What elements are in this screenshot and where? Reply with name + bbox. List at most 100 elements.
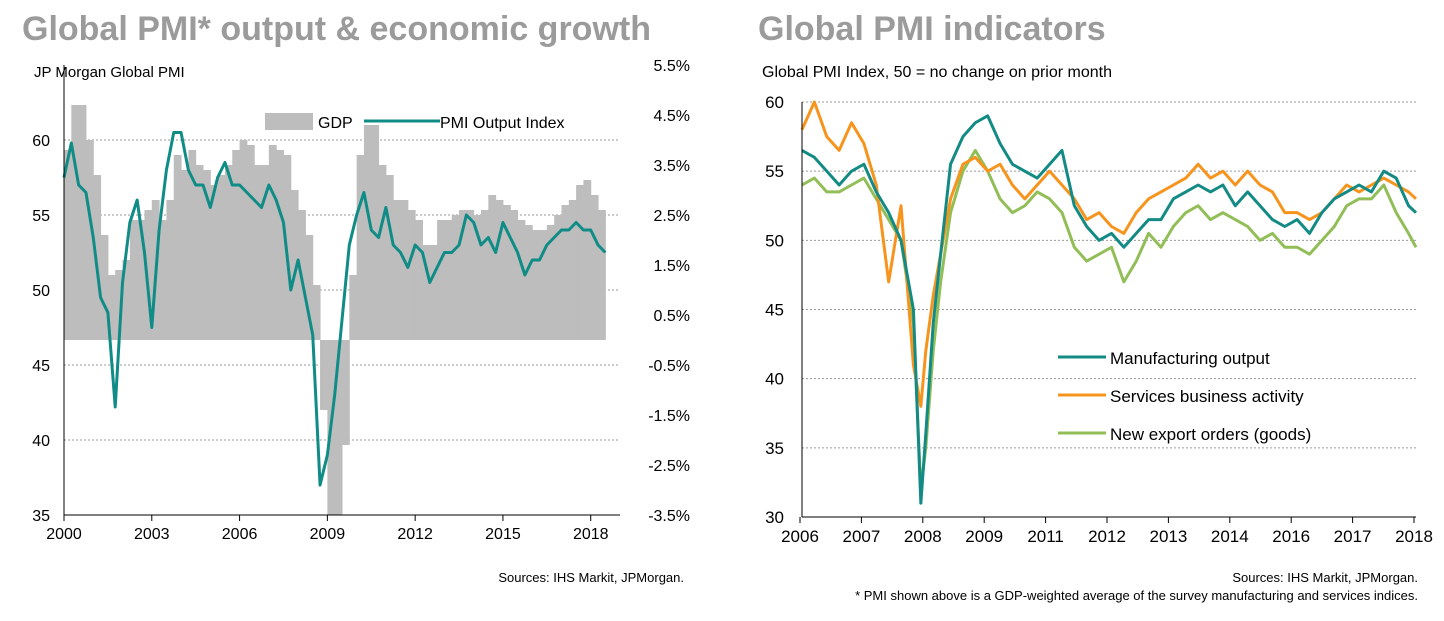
right-chart-title: Global PMI indicators <box>758 10 1106 48</box>
left-legend: GDP PMI Output Index <box>265 113 565 132</box>
right-x-tick-label: 2012 <box>1088 527 1126 546</box>
gdp-bar <box>363 125 372 340</box>
gdp-bar <box>239 140 248 340</box>
right-x-tick-label: 2006 <box>781 527 819 546</box>
gdp-bar <box>561 205 570 340</box>
gdp-bar <box>210 185 219 340</box>
right-y-tick-label: 45 <box>765 301 784 320</box>
gdp-bars <box>64 105 606 515</box>
gdp-bar <box>400 200 409 340</box>
pmi-output-series <box>62 131 607 487</box>
right-x-tick-label: 2018 <box>1395 527 1433 546</box>
right-y-tick-label: -2.5% <box>648 458 690 475</box>
gdp-bar <box>488 195 497 340</box>
gdp-bar <box>510 210 519 340</box>
gdp-bar <box>378 165 387 340</box>
left-x-tick-label: 2003 <box>134 526 170 543</box>
legend-pmi-label: PMI Output Index <box>440 115 565 132</box>
gdp-bar <box>429 245 438 340</box>
right-y-tick-label: 30 <box>765 508 784 527</box>
right-y-tick-label: 50 <box>765 231 784 250</box>
right-x-tick-label: 2011 <box>1027 527 1064 546</box>
left-y-tick-label: 50 <box>32 283 50 300</box>
left-y-tick-label: 60 <box>32 133 50 150</box>
left-chart: 35 40 45 50 55 60 -3.5% -2.5% -1.5% -0.5% 0.5% 1.5… <box>32 58 690 543</box>
gdp-bar <box>305 235 314 340</box>
pmi-output-line <box>62 131 607 487</box>
right-y-tick-label: -1.5% <box>648 408 690 425</box>
gdp-bar <box>539 230 548 340</box>
gdp-bar <box>203 170 211 340</box>
gdp-bar <box>290 190 299 340</box>
left-source: Sources: IHS Markit, JPMorgan. <box>498 570 684 585</box>
gdp-bar <box>495 200 504 340</box>
gdp-bar <box>444 220 453 340</box>
gdp-bar <box>188 150 197 340</box>
gdp-bar <box>173 155 182 340</box>
left-y-tick-label: 45 <box>32 358 50 375</box>
legend-gdp-swatch <box>265 113 313 130</box>
gdp-bar <box>459 210 467 340</box>
gdp-bar <box>422 245 431 340</box>
right-y-tick-label: 0.5% <box>654 308 690 325</box>
right-x-tick-label: 2014 <box>1211 527 1249 546</box>
right-x-tick-label: 2017 <box>1334 527 1372 546</box>
right-x-tick-label: 2013 <box>1149 527 1187 546</box>
right-y-tick-label: 5.5% <box>654 58 690 75</box>
right-y-tick-label: 1.5% <box>654 258 690 275</box>
right-gridlines <box>802 101 1416 449</box>
gdp-bar <box>100 235 109 340</box>
export-orders-series <box>801 148 1418 491</box>
gdp-bar <box>254 165 263 340</box>
left-y-axis: 35 40 45 50 55 60 <box>32 65 65 525</box>
gdp-bar <box>342 340 350 445</box>
gdp-bar <box>224 165 233 340</box>
gdp-bar <box>232 150 241 340</box>
gdp-bar <box>466 210 475 340</box>
gdp-bar <box>554 215 562 340</box>
right-x-tick-label: 2009 <box>965 527 1003 546</box>
gdp-bar <box>159 220 167 340</box>
gdp-bar <box>261 165 270 340</box>
right-x-tick-label: 2008 <box>904 527 942 546</box>
legend-manufacturing-label: Manufacturing output <box>1110 349 1270 368</box>
gdp-bar <box>334 340 343 515</box>
gdp-bar <box>268 145 277 340</box>
manufacturing-output-series <box>801 114 1418 505</box>
gdp-bar <box>129 220 138 340</box>
right-y-tick-label: 4.5% <box>654 108 690 125</box>
gdp-bar <box>312 285 321 340</box>
legend-services-label: Services business activity <box>1110 387 1304 406</box>
left-x-tick-label: 2018 <box>573 526 609 543</box>
right-x-tick-label: 2016 <box>1272 527 1310 546</box>
right-legend: Manufacturing output Services business a… <box>1058 349 1311 444</box>
gdp-bar <box>532 230 541 340</box>
gdp-bar <box>502 205 511 340</box>
gdp-bar <box>576 185 584 340</box>
right-y-tick-label: 2.5% <box>654 208 690 225</box>
right-x-axis: 2006 2007 2008 2009 2011 2012 2013 2014 2016 2017… <box>781 516 1433 546</box>
gdp-bar <box>546 225 555 340</box>
gdp-bar <box>583 180 592 340</box>
gdp-bar <box>517 220 526 340</box>
gdp-bar <box>195 165 204 340</box>
right-y-tick-label: -3.5% <box>648 508 690 525</box>
left-y-tick-label: 55 <box>32 208 50 225</box>
legend-exports-label: New export orders (goods) <box>1110 425 1311 444</box>
gdp-bar <box>349 275 358 340</box>
gdp-bar <box>356 155 365 340</box>
right-chart-subtitle: Global PMI Index, 50 = no change on prio… <box>762 64 1112 81</box>
left-chart-subtitle: JP Morgan Global PMI <box>34 64 185 81</box>
gdp-bar <box>590 195 599 340</box>
left-x-axis: 2000 2003 2006 2009 2012 2015 2018 <box>46 514 620 543</box>
legend-gdp-label: GDP <box>318 115 353 132</box>
left-x-tick-label: 2015 <box>485 526 521 543</box>
gdp-bar <box>64 150 72 340</box>
gdp-bar <box>246 145 255 340</box>
gdp-bar <box>137 220 145 340</box>
gdp-bar <box>393 200 402 340</box>
gdp-bar <box>181 170 189 340</box>
left-x-tick-label: 2012 <box>397 526 433 543</box>
right-y-tick-label: 3.5% <box>654 158 690 175</box>
right-y-tick-label: 35 <box>765 439 784 458</box>
